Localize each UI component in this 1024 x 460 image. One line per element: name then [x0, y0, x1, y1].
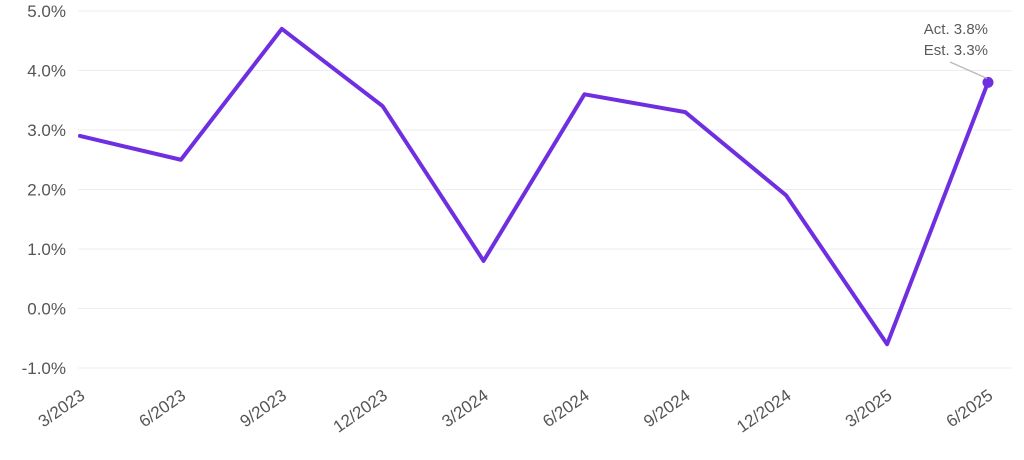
- x-tick-label: 6/2024: [539, 386, 592, 431]
- x-tick-label: 3/2023: [35, 386, 88, 431]
- x-tick-label: 6/2025: [943, 386, 996, 431]
- series-group: [78, 26, 994, 347]
- last-data-point-marker[interactable]: [982, 76, 994, 88]
- y-tick-label: 1.0%: [27, 240, 66, 259]
- x-tick-label: 3/2024: [438, 386, 491, 431]
- last-point-callout: Act. 3.8% Est. 3.3%: [924, 21, 988, 79]
- x-tick-label: 9/2024: [640, 386, 693, 431]
- y-tick-label: 5.0%: [27, 2, 66, 21]
- y-tick-label: 2.0%: [27, 181, 66, 200]
- series-line-growth-rate: [78, 26, 990, 347]
- x-tick-label: 3/2025: [842, 386, 895, 431]
- callout-leader-line: [949, 61, 988, 79]
- callout-estimate-label: Est. 3.3%: [924, 42, 988, 59]
- x-tick-label: 6/2023: [136, 386, 189, 431]
- y-tick-label: -1.0%: [22, 359, 66, 378]
- y-tick-label: 3.0%: [27, 121, 66, 140]
- gridlines-group: [78, 10, 1012, 369]
- y-tick-label: 4.0%: [27, 62, 66, 81]
- x-tick-label: 12/2024: [733, 386, 794, 437]
- y-tick-label: 0.0%: [27, 300, 66, 319]
- x-tick-label: 9/2023: [237, 386, 290, 431]
- y-axis-tick-labels: 5.0% 4.0% 3.0% 2.0% 1.0% 0.0% -1.0%: [22, 2, 66, 378]
- callout-actual-label: Act. 3.8%: [924, 21, 988, 38]
- x-axis-tick-labels: 3/2023 6/2023 9/2023 12/2023 3/2024 6/2024 9/2…: [35, 386, 996, 437]
- x-tick-label: 12/2023: [330, 386, 391, 437]
